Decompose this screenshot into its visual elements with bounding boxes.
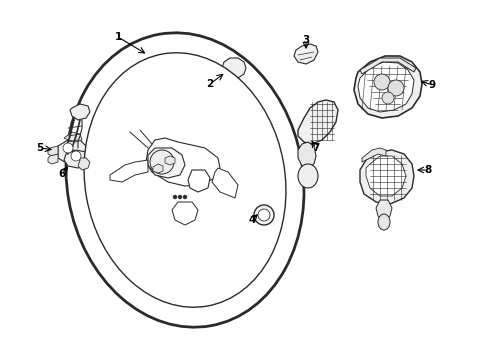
Polygon shape bbox=[187, 170, 209, 192]
Polygon shape bbox=[293, 44, 317, 64]
Polygon shape bbox=[164, 156, 175, 165]
Polygon shape bbox=[353, 56, 421, 118]
Ellipse shape bbox=[387, 80, 403, 96]
Ellipse shape bbox=[183, 195, 186, 199]
Ellipse shape bbox=[258, 209, 269, 221]
Ellipse shape bbox=[173, 195, 177, 199]
Text: 8: 8 bbox=[424, 165, 431, 175]
Polygon shape bbox=[64, 132, 82, 142]
Polygon shape bbox=[359, 58, 415, 74]
Text: 7: 7 bbox=[312, 143, 319, 153]
Ellipse shape bbox=[71, 151, 81, 161]
Polygon shape bbox=[78, 158, 90, 170]
Polygon shape bbox=[357, 62, 413, 112]
Polygon shape bbox=[297, 142, 315, 168]
Polygon shape bbox=[359, 150, 413, 204]
Polygon shape bbox=[48, 146, 58, 156]
Polygon shape bbox=[172, 202, 198, 225]
Polygon shape bbox=[70, 104, 90, 120]
Ellipse shape bbox=[381, 92, 393, 104]
Ellipse shape bbox=[373, 74, 389, 90]
Ellipse shape bbox=[84, 53, 285, 307]
Polygon shape bbox=[222, 58, 245, 78]
Ellipse shape bbox=[297, 164, 317, 188]
Polygon shape bbox=[375, 200, 391, 220]
Polygon shape bbox=[48, 154, 58, 164]
Polygon shape bbox=[153, 164, 163, 173]
Text: 2: 2 bbox=[206, 79, 213, 89]
Ellipse shape bbox=[253, 205, 273, 225]
Ellipse shape bbox=[66, 33, 304, 327]
Polygon shape bbox=[212, 168, 238, 198]
Text: 3: 3 bbox=[302, 35, 309, 45]
Text: 4: 4 bbox=[248, 215, 255, 225]
Text: 1: 1 bbox=[114, 32, 122, 42]
Text: 5: 5 bbox=[36, 143, 43, 153]
Polygon shape bbox=[148, 148, 184, 178]
Polygon shape bbox=[297, 100, 337, 144]
Polygon shape bbox=[365, 156, 405, 196]
Polygon shape bbox=[64, 150, 90, 168]
Polygon shape bbox=[58, 140, 86, 164]
Text: 9: 9 bbox=[427, 80, 435, 90]
Text: 6: 6 bbox=[58, 169, 65, 179]
Polygon shape bbox=[146, 138, 220, 186]
Ellipse shape bbox=[377, 214, 389, 230]
Ellipse shape bbox=[63, 143, 73, 153]
Ellipse shape bbox=[178, 195, 182, 199]
Polygon shape bbox=[361, 148, 385, 162]
Ellipse shape bbox=[150, 150, 174, 174]
Polygon shape bbox=[110, 160, 148, 182]
